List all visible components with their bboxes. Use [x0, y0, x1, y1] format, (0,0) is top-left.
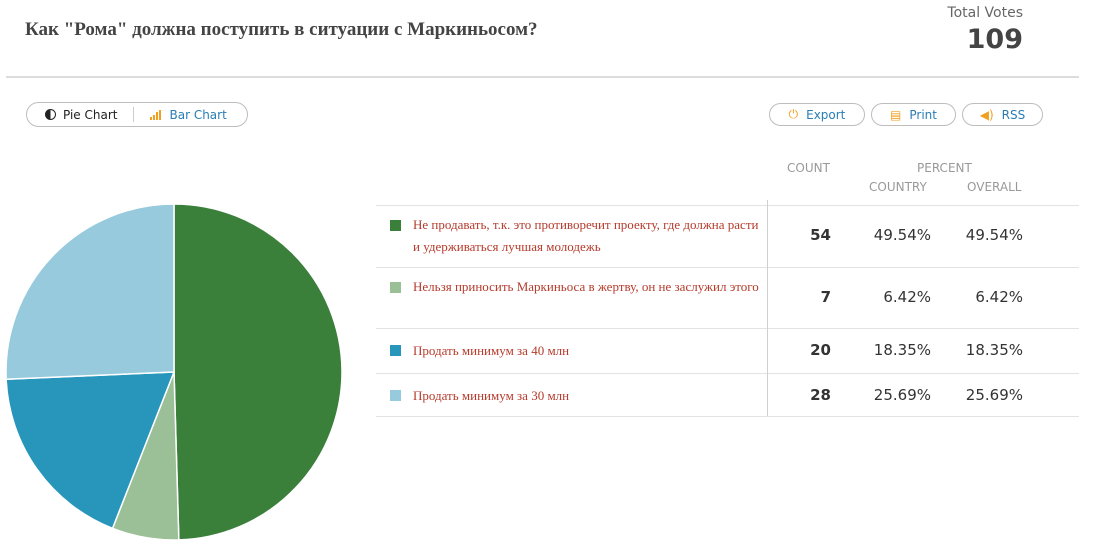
export-button[interactable]: ⏻ Export: [769, 103, 865, 126]
pie-chart-tab[interactable]: Pie Chart: [27, 107, 135, 122]
option-label: Не продавать, т.к. это противоречит прое…: [413, 217, 759, 254]
rss-button[interactable]: ◀) RSS: [962, 103, 1043, 126]
export-icon: ⏻: [788, 107, 799, 121]
rss-label: RSS: [1001, 107, 1026, 122]
pie-chart-icon: [45, 109, 56, 120]
poll-title: Как "Рома" должна поступить в ситуации с…: [25, 19, 538, 40]
option-percent-overall: 6.42%: [975, 288, 1023, 306]
option-count: 54: [810, 226, 831, 244]
pie-slice-3[interactable]: [5, 371, 176, 530]
chart-type-toggle: Pie Chart Bar Chart: [26, 102, 248, 127]
count-header: COUNT: [787, 161, 830, 175]
option-percent-overall: 18.35%: [965, 341, 1023, 359]
option-percent-country: 6.42%: [883, 288, 931, 306]
results-table: Не продавать, т.к. это противоречит прое…: [376, 205, 1079, 417]
total-votes-label: Total Votes: [947, 5, 1023, 21]
bar-chart-label: Bar Chart: [169, 107, 227, 122]
country-header: COUNTRY: [869, 180, 927, 194]
pie-chart: [5, 203, 343, 541]
pie-slice-4[interactable]: [5, 203, 175, 381]
option-count: 20: [810, 341, 831, 359]
bar-chart-tab[interactable]: Bar Chart: [134, 103, 227, 126]
option-percent-country: 49.54%: [873, 226, 931, 244]
bar-chart-icon: [150, 109, 162, 120]
rss-icon: ◀): [979, 107, 994, 122]
table-column-divider: [767, 200, 768, 416]
option-label: Продать минимум за 40 млн: [413, 343, 570, 358]
legend-swatch: [390, 282, 401, 293]
export-label: Export: [806, 107, 846, 122]
table-row: Продать минимум за 40 млн 20 18.35% 18.3…: [376, 328, 1079, 373]
percent-header: PERCENT: [917, 161, 972, 175]
table-row: Продать минимум за 30 млн 28 25.69% 25.6…: [376, 373, 1079, 417]
table-row: Не продавать, т.к. это противоречит прое…: [376, 205, 1079, 267]
print-button[interactable]: ▤ Print: [871, 103, 956, 126]
legend-swatch: [390, 390, 401, 401]
printer-icon: ▤: [890, 107, 902, 122]
overall-header: OVERALL: [967, 180, 1022, 194]
option-count: 28: [810, 386, 831, 404]
option-percent-overall: 49.54%: [965, 226, 1023, 244]
option-label: Нельзя приносить Маркиньоса в жертву, он…: [413, 279, 759, 294]
option-percent-overall: 25.69%: [965, 386, 1023, 404]
header-divider: [6, 76, 1079, 78]
legend-swatch: [390, 345, 401, 356]
option-label: Продать минимум за 30 млн: [413, 388, 570, 403]
table-row: Нельзя приносить Маркиньоса в жертву, он…: [376, 267, 1079, 328]
legend-swatch: [390, 220, 401, 231]
pie-slice-1[interactable]: [173, 203, 343, 541]
option-percent-country: 18.35%: [873, 341, 931, 359]
total-votes-value: 109: [966, 24, 1023, 55]
option-count: 7: [820, 288, 831, 306]
pie-chart-label: Pie Chart: [63, 107, 118, 122]
option-percent-country: 25.69%: [873, 386, 931, 404]
print-label: Print: [909, 107, 937, 122]
